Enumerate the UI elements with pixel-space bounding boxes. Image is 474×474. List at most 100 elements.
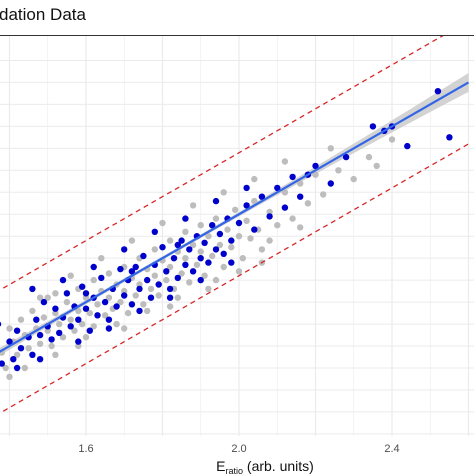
data-point-blue [235, 219, 243, 227]
data-point-blue [113, 303, 120, 310]
data-point-gray [44, 327, 51, 334]
data-point-gray [163, 276, 170, 284]
data-point-blue [251, 226, 258, 233]
data-point-gray [373, 162, 380, 170]
data-point-blue [105, 325, 113, 332]
data-point-blue [186, 246, 193, 253]
data-point-gray [189, 202, 197, 209]
data-point-gray [6, 373, 13, 380]
regression-line [0, 81, 470, 353]
data-point-blue [228, 259, 235, 266]
data-point-blue [52, 305, 59, 312]
data-point-blue [136, 285, 143, 293]
data-point-blue [90, 263, 97, 271]
data-point-gray [205, 285, 212, 293]
data-point-blue [159, 244, 166, 251]
data-point-gray [201, 272, 208, 279]
data-point-blue [189, 268, 197, 275]
data-point-blue [82, 290, 90, 297]
data-point-gray [52, 309, 59, 317]
data-point-gray [297, 224, 304, 231]
data-point-blue [136, 307, 143, 315]
data-point-gray [29, 307, 36, 315]
x-tick-labels: 1.6 2.0 2.4 [78, 443, 399, 455]
data-point-gray [59, 334, 67, 341]
data-point-blue [82, 305, 90, 312]
data-point-gray [228, 244, 235, 251]
data-point-blue [369, 123, 377, 130]
data-point-gray [178, 270, 185, 277]
data-point-blue [216, 230, 224, 238]
data-point-blue [209, 222, 216, 229]
data-point-blue [170, 255, 178, 262]
data-point-blue [128, 268, 136, 275]
data-point-gray [52, 290, 59, 297]
prediction-band-upper [0, 20, 469, 291]
chart-title: dation Data [0, 5, 86, 24]
data-point-blue [212, 246, 220, 253]
data-point-blue [6, 338, 13, 345]
data-point-blue [128, 301, 136, 308]
data-point-gray [335, 167, 342, 174]
confidence-ribbon [0, 73, 469, 356]
data-point-blue [147, 294, 155, 301]
data-point-blue [201, 239, 208, 246]
data-point-blue [166, 285, 174, 293]
data-point-gray [144, 307, 151, 315]
data-point-gray [209, 252, 216, 260]
data-point-gray [48, 342, 55, 350]
data-point-gray [17, 316, 25, 323]
data-point-blue [79, 283, 86, 290]
data-point-gray [182, 228, 189, 235]
data-point-gray [281, 158, 289, 165]
data-point-blue [36, 331, 44, 339]
data-point-gray [124, 309, 132, 317]
data-point-gray [136, 281, 143, 288]
data-point-gray [212, 276, 220, 284]
data-point-blue [243, 184, 250, 192]
data-point-gray [75, 307, 82, 315]
data-point-gray [94, 301, 101, 308]
data-point-gray [189, 241, 197, 249]
data-point-blue [258, 193, 266, 200]
data-point-gray [274, 222, 281, 229]
data-point-blue [56, 329, 63, 337]
data-point-blue [182, 261, 189, 268]
data-point-gray [63, 298, 71, 306]
data-point-gray [350, 175, 357, 183]
data-point-gray [266, 208, 273, 216]
data-point-gray [71, 327, 78, 334]
data-point-gray [82, 334, 90, 341]
data-point-blue [75, 316, 82, 323]
data-point-gray [159, 219, 166, 227]
data-point-gray [155, 292, 162, 299]
data-point-gray [186, 279, 193, 286]
data-point-gray [193, 261, 201, 268]
data-point-blue [205, 259, 212, 266]
data-point-gray [21, 364, 28, 372]
data-point-blue [404, 142, 411, 150]
data-point-blue [48, 336, 55, 343]
data-point-gray [36, 294, 44, 301]
data-point-blue [59, 276, 67, 284]
data-point-blue [163, 268, 170, 275]
data-point-gray [216, 241, 224, 249]
data-point-blue [67, 323, 74, 330]
data-point-blue [33, 316, 40, 323]
data-point-blue [212, 197, 220, 205]
data-point-gray [197, 248, 204, 255]
data-point-gray [67, 316, 74, 323]
data-point-gray [113, 320, 120, 328]
data-point-gray [266, 237, 273, 244]
data-point-blue [121, 246, 128, 253]
data-point-blue [0, 360, 5, 367]
data-point-blue [197, 255, 204, 262]
data-point-gray [36, 340, 44, 347]
data-point-gray [128, 237, 136, 244]
data-point-gray [232, 206, 239, 213]
data-point-blue [220, 250, 227, 257]
data-point-blue [29, 351, 36, 358]
data-point-gray [52, 351, 59, 358]
data-point-blue [10, 356, 17, 363]
data-point-blue [86, 327, 94, 334]
